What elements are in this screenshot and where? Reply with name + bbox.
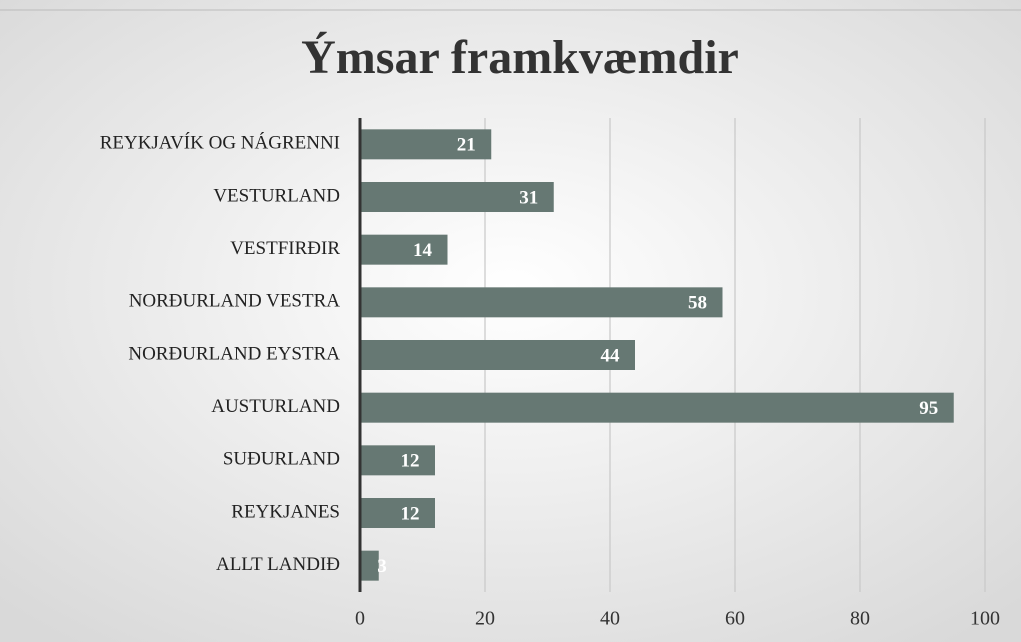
bar: [360, 392, 954, 423]
bar: [360, 498, 435, 528]
x-tick-label: 100: [970, 608, 1000, 630]
y-tick-label: VESTURLAND: [213, 185, 340, 206]
bars: REYKJAVÍK OG NÁGRENNI 21 VESTURLAND 31 VESTF…: [100, 129, 954, 581]
bar: [360, 445, 435, 476]
y-tick-label: VESTFIRÐIR: [230, 238, 340, 259]
x-tick-label: 20: [475, 608, 495, 630]
y-tick-label: REYKJANES: [231, 501, 340, 522]
chart-title: Ýmsar framkvæmdir: [301, 31, 739, 84]
y-tick-label: ALLT LANDIÐ: [216, 554, 340, 575]
bar: [360, 550, 379, 581]
bar: [360, 129, 492, 160]
y-tick-label: NORÐURLAND EYSTRA: [128, 343, 340, 364]
bar: [360, 287, 723, 318]
value-label: 21: [457, 135, 476, 156]
x-tick-label: 60: [725, 608, 745, 630]
value-label: 12: [401, 451, 420, 472]
x-tick-label: 80: [850, 608, 870, 630]
value-label: 95: [919, 398, 938, 419]
bar: [360, 340, 635, 370]
value-label: 58: [688, 293, 707, 314]
value-label: 44: [601, 345, 621, 366]
value-label: 3: [377, 556, 387, 577]
y-tick-label: REYKJAVÍK OG NÁGRENNI: [100, 132, 340, 154]
x-tick-label: 0: [355, 608, 365, 630]
value-label: 12: [401, 503, 420, 524]
y-tick-label: AUSTURLAND: [211, 396, 340, 417]
x-tick-label: 40: [600, 608, 620, 630]
bar: [360, 234, 448, 265]
bar: [360, 182, 554, 212]
y-tick-label: NORÐURLAND VESTRA: [129, 291, 341, 312]
value-label: 31: [519, 187, 538, 208]
value-label: 14: [413, 240, 433, 261]
y-tick-label: SUÐURLAND: [223, 449, 340, 470]
